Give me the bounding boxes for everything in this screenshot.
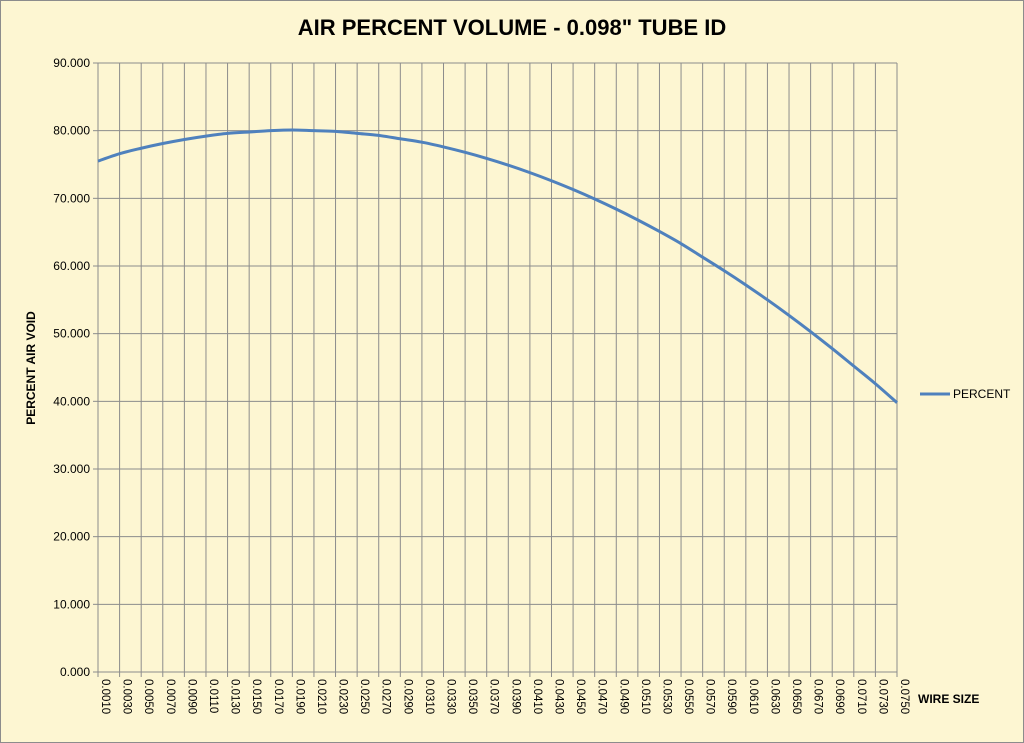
series-line-percent <box>97 128 898 404</box>
x-axis-title: WIRE SIZE <box>918 692 979 706</box>
legend: PERCENT <box>920 387 1011 401</box>
x-tick-label: 0.0450 <box>574 679 586 714</box>
x-tick-labels: 0.0010 0.0030 0.0050 0.0070 0.0090 0.0110 0.01… <box>99 679 910 714</box>
y-tick-label: 80.000 <box>53 124 90 138</box>
x-tick-label: 0.0150 <box>250 679 262 714</box>
x-tick-label: 0.0650 <box>790 679 802 714</box>
x-tick-label: 0.0050 <box>142 679 154 714</box>
x-tick-label: 0.0210 <box>315 679 327 714</box>
x-tick-label: 0.0090 <box>185 679 197 714</box>
y-tick-label: 50.000 <box>53 327 90 341</box>
x-tick-label: 0.0590 <box>725 679 737 714</box>
x-tick-label: 0.0570 <box>704 679 716 714</box>
x-tick-label: 0.0630 <box>768 679 780 714</box>
y-tick-label: 10.000 <box>53 597 90 611</box>
x-tick-label: 0.0070 <box>164 679 176 714</box>
x-tick-label: 0.0230 <box>337 679 349 714</box>
x-tick-label: 0.0510 <box>639 679 651 714</box>
x-tick-label: 0.0550 <box>682 679 694 714</box>
plot-area <box>98 63 897 672</box>
horizontal-gridlines <box>93 62 897 673</box>
x-tick-label: 0.0010 <box>99 679 111 714</box>
x-tick-label: 0.0170 <box>272 679 284 714</box>
y-tick-labels: 0.000 10.000 20.000 30.000 40.000 50.000 60.00… <box>53 56 90 679</box>
x-tick-label: 0.0130 <box>229 679 241 714</box>
x-tick-label: 0.0430 <box>552 679 564 714</box>
x-tick-label: 0.0390 <box>509 679 521 714</box>
y-tick-label: 0.000 <box>60 665 90 679</box>
x-tick-label: 0.0110 <box>207 679 219 713</box>
series-layer <box>97 128 898 404</box>
x-tick-label: 0.0490 <box>617 679 629 714</box>
x-tick-label: 0.0190 <box>293 679 305 714</box>
x-tick-label: 0.0290 <box>401 679 413 714</box>
chart-title: AIR PERCENT VOLUME - 0.098" TUBE ID <box>297 15 727 40</box>
x-tick-label: 0.0310 <box>423 679 435 714</box>
x-tick-label: 0.0670 <box>812 679 824 714</box>
y-tick-label: 20.000 <box>53 530 90 544</box>
x-tick-label: 0.0350 <box>466 679 478 714</box>
x-tick-label: 0.0330 <box>445 679 457 714</box>
y-tick-label: 60.000 <box>53 259 90 273</box>
x-tick-label: 0.0030 <box>121 679 133 714</box>
x-tick-label: 0.0710 <box>855 679 867 714</box>
x-tick-label: 0.0750 <box>898 679 910 714</box>
x-tick-label: 0.0610 <box>747 679 759 714</box>
y-axis-title: PERCENT AIR VOID <box>24 311 38 425</box>
y-tick-label: 90.000 <box>53 56 90 70</box>
x-tick-label: 0.0250 <box>358 679 370 714</box>
vertical-gridlines <box>97 63 898 677</box>
x-tick-label: 0.0410 <box>531 679 543 714</box>
x-tick-label: 0.0370 <box>488 679 500 714</box>
y-tick-label: 30.000 <box>53 462 90 476</box>
x-tick-label: 0.0690 <box>833 679 845 714</box>
x-tick-label: 0.0730 <box>876 679 888 714</box>
x-tick-label: 0.0270 <box>380 679 392 714</box>
x-tick-label: 0.0470 <box>596 679 608 714</box>
x-tick-label: 0.0530 <box>660 679 672 714</box>
y-tick-label: 40.000 <box>53 394 90 408</box>
legend-label: PERCENT <box>953 387 1011 401</box>
y-tick-label: 70.000 <box>53 191 90 205</box>
